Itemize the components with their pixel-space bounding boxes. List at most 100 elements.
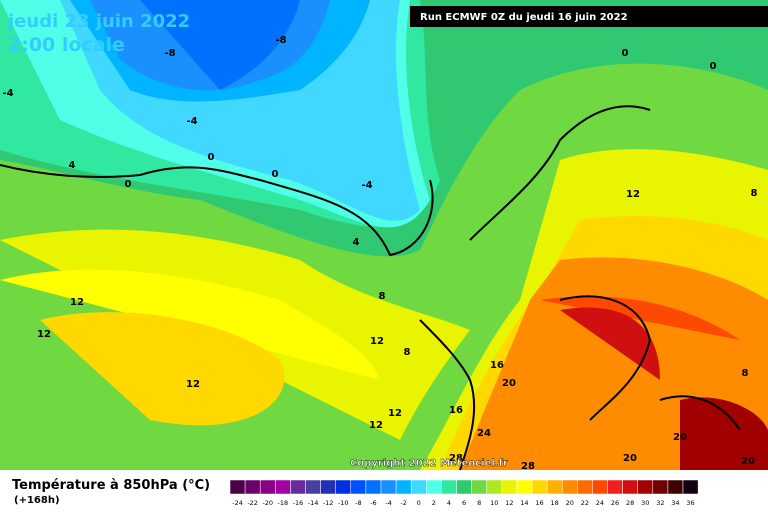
colorbar-swatch (682, 479, 699, 495)
contour-label: 4 (353, 237, 360, 248)
contour-label: 28 (521, 461, 535, 472)
colorbar-label: 24 (596, 499, 604, 507)
colorbar-swatch (395, 479, 412, 495)
colorbar-label: 22 (581, 499, 589, 507)
colorbar-swatch (592, 479, 608, 495)
contour-label: -8 (275, 35, 286, 46)
colorbar-label: -8 (355, 499, 361, 507)
colorbar-label: 8 (477, 499, 481, 507)
date: jeudi 23 juin 2022 (7, 11, 190, 32)
contour-label: 12 (626, 189, 640, 200)
contour-label: 16 (449, 405, 463, 416)
colorbar-swatch (546, 479, 563, 495)
colorbar-label: -16 (293, 499, 304, 507)
colorbar-swatch (486, 479, 503, 495)
colorbar-label: 14 (520, 499, 528, 507)
contour-label: 8 (742, 368, 749, 379)
legend-title: Température à 850hPa (°C) (12, 478, 210, 493)
colorbar-label: 10 (490, 499, 498, 507)
contour-label: 0 (125, 179, 132, 190)
contour-label: 12 (370, 336, 384, 347)
contour-label: 20 (741, 456, 755, 467)
colorbar-swatch (229, 479, 246, 495)
colorbar-swatch (365, 479, 382, 495)
colorbar-label: 36 (686, 499, 694, 507)
colorbar-swatch (561, 479, 578, 495)
colorbar-swatch (305, 479, 321, 495)
colorbar-swatch (652, 479, 669, 495)
colorbar-label: -12 (323, 499, 334, 507)
boundary (659, 395, 741, 431)
colorbar-label: 26 (611, 499, 619, 507)
colorbar-label: 30 (641, 499, 649, 507)
temperature-region (680, 397, 768, 470)
contour-label: 0 (622, 48, 629, 59)
boundary (469, 105, 651, 241)
contour-label: 12 (369, 420, 383, 431)
colorbar-swatch (501, 479, 518, 495)
colorbar-swatch (441, 479, 457, 495)
colorbar-label: 20 (566, 499, 574, 507)
colorbar-swatch (380, 479, 397, 495)
contour-label: -4 (186, 116, 197, 127)
colorbar-label: -10 (338, 499, 349, 507)
colorbar-label: -22 (247, 499, 258, 507)
contour-label: 28 (449, 453, 463, 464)
run: Run ECMWF 0Z du jeudi 16 juin 2022 (420, 12, 628, 23)
colorbar-swatch (275, 479, 291, 495)
temperature-region (140, 0, 300, 90)
contour-label: 12 (388, 408, 402, 419)
colorbar-swatch (667, 479, 684, 495)
contour-label: 0 (272, 169, 279, 180)
boundary (419, 319, 476, 471)
contour-label: 12 (37, 329, 51, 340)
contour-label: -4 (361, 180, 372, 191)
temperature-region (40, 312, 285, 426)
colorbar-swatch (577, 479, 593, 495)
contour-label: 8 (751, 188, 758, 199)
colorbar-swatch (259, 479, 276, 495)
colorbar-swatch (622, 479, 638, 495)
colorbar-swatch (637, 479, 654, 495)
run-box (410, 6, 768, 27)
colorbar-swatch (456, 479, 472, 495)
colorbar-swatch (426, 479, 442, 495)
time: 2:00 locale (8, 34, 125, 56)
colorbar-label: -24 (232, 499, 243, 507)
boundary (0, 164, 434, 257)
colorbar-label: 4 (447, 499, 451, 507)
temperature-region (560, 307, 660, 380)
colorbar-label: -18 (278, 499, 289, 507)
colorbar-swatch (410, 479, 427, 495)
boundary (559, 295, 652, 421)
colorbar-swatch (516, 479, 533, 495)
contour-label: 16 (490, 360, 504, 371)
colorbar-swatch (607, 479, 623, 495)
contour-label: 20 (673, 432, 687, 443)
contour-label: 12 (186, 379, 200, 390)
colorbar-label: 28 (626, 499, 634, 507)
colorbar-swatch (320, 479, 336, 495)
contour-label: 20 (502, 378, 516, 389)
colorbar-swatch (471, 479, 487, 495)
colorbar-label: 12 (505, 499, 513, 507)
colorbar-label: -14 (308, 499, 319, 507)
contour-label: 4 (69, 160, 76, 171)
colorbar-label: -20 (262, 499, 273, 507)
contour-label: 24 (477, 428, 491, 439)
legend-subtitle: (+168h) (14, 495, 60, 506)
colorbar-swatch (335, 479, 352, 495)
colorbar-label: 32 (656, 499, 664, 507)
contour-label: 0 (710, 61, 717, 72)
contour-label: 8 (404, 347, 411, 358)
colorbar-swatch (244, 479, 261, 495)
colorbar-label: -6 (370, 499, 376, 507)
colorbar-swatch (290, 479, 306, 495)
colorbar-label: 16 (535, 499, 543, 507)
contour-label: 8 (379, 291, 386, 302)
colorbar-label: 0 (417, 499, 421, 507)
colorbar-label: 18 (551, 499, 559, 507)
colorbar-label: 2 (432, 499, 436, 507)
contour-label: -8 (164, 48, 175, 59)
